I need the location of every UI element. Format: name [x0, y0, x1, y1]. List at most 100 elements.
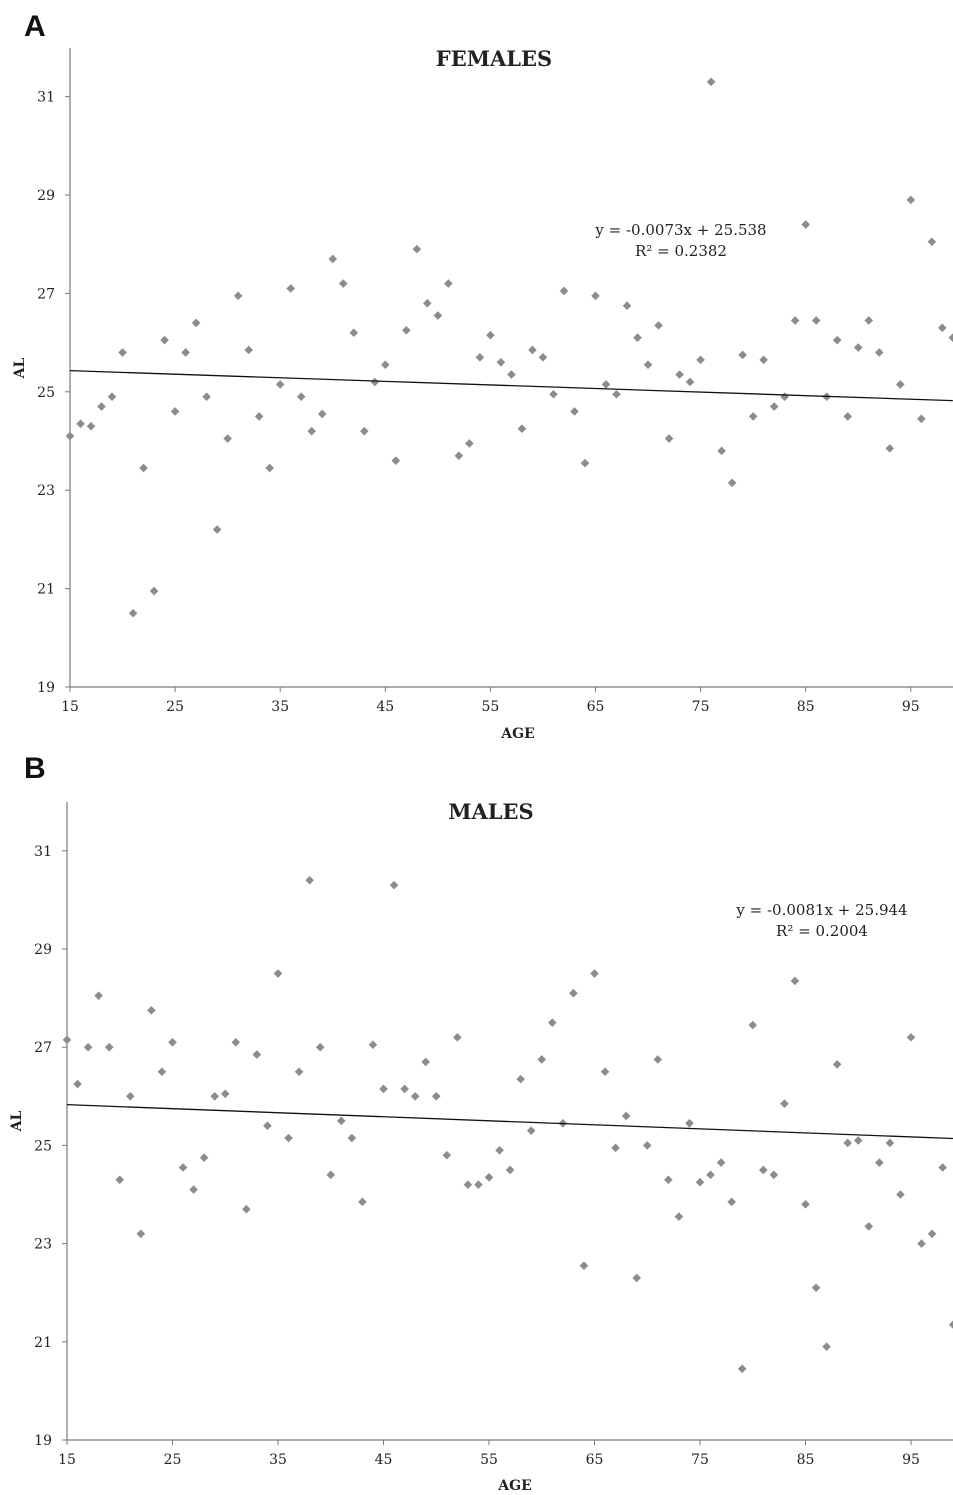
- y-tick-label: 21: [34, 1335, 52, 1351]
- x-tick-label: 45: [375, 1452, 393, 1468]
- trendline: [69, 369, 953, 402]
- data-point: [328, 254, 338, 264]
- data-point: [62, 1035, 72, 1045]
- data-point: [643, 360, 653, 370]
- data-point: [189, 1185, 198, 1194]
- data-point: [717, 446, 726, 456]
- data-point: [254, 412, 264, 421]
- data-point: [579, 1261, 589, 1270]
- data-point: [706, 77, 716, 87]
- x-tick-label: 15: [58, 1452, 76, 1468]
- trendline-r-squared: R² = 0.2382: [635, 242, 727, 260]
- data-point: [128, 608, 138, 618]
- axis-ticks: 15 25 35 45 55 65 75 85 95 19 21 23 25 27 29 31: [34, 844, 920, 1468]
- data-point: [202, 392, 211, 402]
- data-point: [653, 1055, 663, 1064]
- data-point: [389, 880, 399, 890]
- x-tick-label: 45: [376, 699, 394, 715]
- data-point: [664, 1175, 673, 1185]
- data-point: [326, 1170, 336, 1180]
- y-tick-label: 23: [34, 1237, 52, 1253]
- data-point: [864, 316, 874, 325]
- y-tick-label: 25: [37, 385, 55, 401]
- y-tick-label: 19: [37, 680, 55, 696]
- data-point: [484, 1173, 494, 1182]
- data-point: [147, 1006, 156, 1015]
- data-point: [675, 370, 684, 379]
- data-point: [853, 343, 863, 352]
- data-point: [315, 1042, 325, 1052]
- data-point: [423, 298, 432, 308]
- data-point: [252, 1050, 262, 1059]
- trendline-path: [69, 369, 953, 402]
- chart-title: MALES: [448, 799, 533, 824]
- data-point: [580, 458, 590, 468]
- data-point: [359, 426, 369, 436]
- data-point: [896, 1190, 905, 1199]
- data-point: [83, 1042, 93, 1052]
- data-point: [496, 357, 506, 367]
- data-point: [284, 1133, 293, 1143]
- data-point: [590, 969, 599, 978]
- chart-panel-a: A FEMALES AGE AL y = -0.0073x + 25.538 R…: [12, 10, 953, 742]
- data-point: [906, 195, 916, 205]
- data-point: [948, 333, 953, 342]
- chart-panel-b: B MALES AGE AL y = -0.0081x + 25.944 R² …: [9, 752, 953, 1494]
- data-point: [695, 1177, 705, 1187]
- x-axis-label: AGE: [500, 726, 535, 742]
- data-point: [601, 380, 611, 389]
- y-tick-label: 29: [37, 188, 55, 204]
- data-point: [769, 1170, 779, 1180]
- data-point: [139, 463, 148, 473]
- data-point: [337, 1116, 346, 1126]
- data-point: [305, 875, 314, 885]
- y-axis-label: AL: [12, 357, 28, 379]
- data-point: [748, 1020, 758, 1030]
- data-point: [569, 988, 578, 998]
- y-tick-label: 23: [37, 483, 55, 499]
- x-tick-label: 95: [902, 1452, 920, 1468]
- data-point: [948, 1320, 953, 1329]
- x-tick-label: 35: [271, 699, 289, 715]
- data-point: [885, 444, 895, 453]
- data-point: [199, 1153, 209, 1162]
- data-point: [495, 1146, 504, 1155]
- data-point: [307, 426, 317, 436]
- data-point: [275, 380, 285, 389]
- data-point: [759, 355, 768, 365]
- data-point: [421, 1057, 430, 1067]
- data-point: [642, 1141, 652, 1150]
- data-point: [244, 345, 253, 355]
- data-point: [76, 419, 85, 429]
- panel-letter: B: [24, 752, 46, 785]
- data-point: [706, 1170, 715, 1180]
- data-point: [748, 412, 758, 421]
- data-point: [790, 316, 800, 325]
- x-tick-label: 15: [61, 699, 79, 715]
- scatter-points: [62, 875, 953, 1374]
- y-tick-label: 21: [37, 582, 55, 598]
- data-point: [938, 1163, 947, 1172]
- data-point: [664, 434, 674, 443]
- data-point: [906, 1033, 916, 1042]
- data-point: [505, 1165, 515, 1175]
- y-tick-label: 27: [37, 286, 55, 302]
- data-point: [570, 407, 579, 416]
- chart-title: FEMALES: [436, 46, 552, 71]
- data-point: [317, 409, 327, 419]
- data-point: [621, 1111, 631, 1121]
- data-point: [347, 1133, 357, 1143]
- x-tick-label: 65: [587, 699, 605, 715]
- data-point: [210, 1092, 219, 1101]
- data-point: [538, 353, 548, 362]
- data-point: [370, 377, 380, 387]
- data-point: [242, 1204, 251, 1214]
- data-point: [716, 1158, 726, 1167]
- data-point: [600, 1067, 610, 1077]
- y-axis-label: AL: [9, 1110, 25, 1132]
- data-point: [853, 1136, 863, 1145]
- data-point: [843, 412, 853, 421]
- data-point: [738, 350, 747, 360]
- data-point: [727, 478, 737, 488]
- data-point: [86, 421, 96, 431]
